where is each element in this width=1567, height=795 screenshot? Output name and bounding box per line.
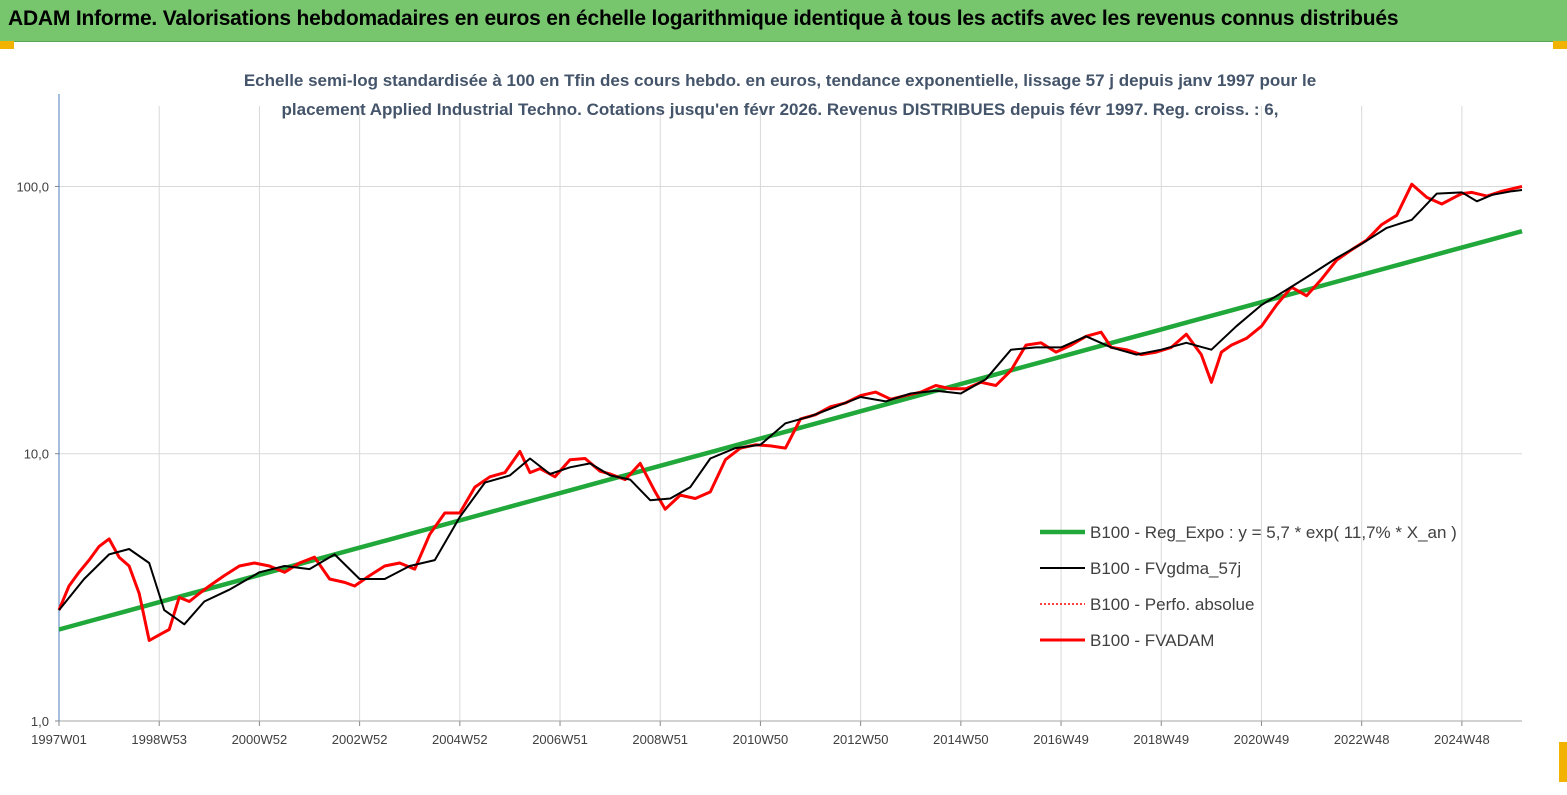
- chart-title-line-2: placement Applied Industrial Techno. Cot…: [282, 100, 1279, 119]
- legend-label-smooth: B100 - FVgdma_57j: [1090, 559, 1241, 578]
- x-tick-label: 2014W50: [933, 732, 989, 747]
- x-tick-label: 2020W49: [1234, 732, 1290, 747]
- axes: 1997W01 1998W53 2000W52 2002W52 2004W52 2006W…: [16, 94, 1522, 747]
- x-tick-label: 2008W51: [632, 732, 688, 747]
- x-tick-label: 1998W53: [131, 732, 187, 747]
- legend-label-trend: B100 - Reg_Expo : y = 5,7 * exp( 11,7% *…: [1090, 523, 1457, 542]
- legend-label-fvadam: B100 - FVADAM: [1090, 631, 1214, 650]
- gridlines: [59, 106, 1522, 722]
- corner-marker-top-left: [0, 41, 14, 49]
- x-tick-label: 2024W48: [1434, 732, 1490, 747]
- legend-label-perf: B100 - Perfo. absolue: [1090, 595, 1254, 614]
- header-title: ADAM Informe. Valorisations hebdomadaire…: [8, 7, 1399, 30]
- x-tick-label: 2018W49: [1133, 732, 1189, 747]
- y-tick-label: 100,0: [16, 179, 49, 194]
- header-bar: ADAM Informe. Valorisations hebdomadaire…: [0, 0, 1567, 42]
- y-tick-label: 10,0: [24, 447, 49, 462]
- x-tick-label: 2016W49: [1033, 732, 1089, 747]
- chart-area: Echelle semi-log standardisée à 100 en T…: [0, 41, 1567, 790]
- x-tick-label: 2010W50: [733, 732, 789, 747]
- x-tick-label: 2012W50: [833, 732, 889, 747]
- x-tick-label: 2004W52: [432, 732, 488, 747]
- x-tick-label: 2000W52: [232, 732, 288, 747]
- y-tick-label: 1,0: [31, 714, 49, 729]
- legend: B100 - Reg_Expo : y = 5,7 * exp( 11,7% *…: [1040, 523, 1457, 650]
- series-line-fvadam: [57, 182, 1523, 642]
- series-lines: [57, 182, 1523, 642]
- chart-title-line-1: Echelle semi-log standardisée à 100 en T…: [244, 71, 1316, 90]
- x-tick-label: 2002W52: [332, 732, 388, 747]
- series-line-smooth: [58, 189, 1523, 626]
- corner-marker-bottom-right: [1559, 742, 1567, 782]
- x-tick-label: 2022W48: [1334, 732, 1390, 747]
- chart-svg: Echelle semi-log standardisée à 100 en T…: [16, 71, 1523, 747]
- corner-marker-top-right: [1553, 41, 1567, 49]
- x-tick-label: 1997W01: [31, 732, 87, 747]
- x-tick-label: 2006W51: [532, 732, 588, 747]
